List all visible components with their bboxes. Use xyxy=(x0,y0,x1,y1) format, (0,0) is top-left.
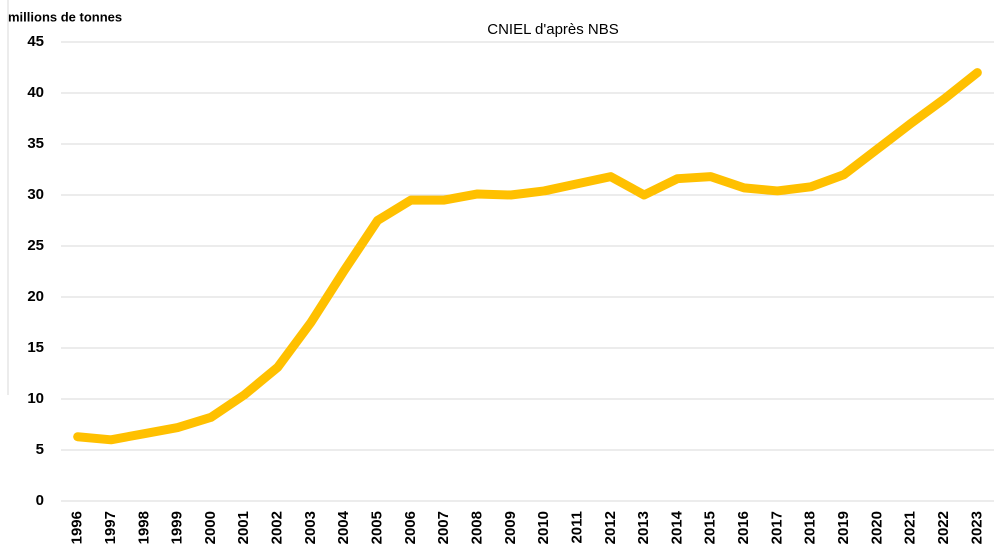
y-tick-label: 10 xyxy=(27,390,44,407)
x-tick-label: 2022 xyxy=(935,511,952,544)
x-tick-label: 2000 xyxy=(202,511,219,544)
x-tick-label: 2016 xyxy=(735,511,752,544)
x-tick-label: 2001 xyxy=(235,511,252,544)
x-tick-label: 2006 xyxy=(402,511,419,544)
y-axis-label: millions de tonnes xyxy=(8,9,122,24)
y-tick-label: 45 xyxy=(27,33,44,50)
x-tick-label: 2010 xyxy=(535,511,552,544)
x-tick-label: 2009 xyxy=(502,511,519,544)
x-tick-label: 2015 xyxy=(702,511,719,544)
x-tick-label: 2019 xyxy=(835,511,852,544)
y-tick-label: 20 xyxy=(27,288,44,305)
x-tick-label: 2002 xyxy=(269,511,286,544)
x-tick-label: 1997 xyxy=(102,511,119,544)
x-tick-label: 1999 xyxy=(169,511,186,544)
x-tick-label: 2014 xyxy=(668,510,685,544)
y-tick-label: 15 xyxy=(27,339,44,356)
x-tick-label: 2007 xyxy=(435,511,452,544)
y-tick-label: 0 xyxy=(36,492,44,509)
x-tick-label: 2021 xyxy=(902,511,919,544)
x-tick-label: 1998 xyxy=(135,511,152,544)
x-tick-label: 2008 xyxy=(468,511,485,544)
x-tick-label: 2020 xyxy=(868,511,885,544)
y-tick-label: 40 xyxy=(27,84,44,101)
x-tick-label: 2011 xyxy=(568,511,585,544)
y-tick-label: 30 xyxy=(27,186,44,203)
y-tick-label: 5 xyxy=(36,441,44,458)
x-tick-label: 2012 xyxy=(602,511,619,544)
line xyxy=(73,68,982,445)
x-tick-label: 2017 xyxy=(768,511,785,544)
x-tick-label: 2023 xyxy=(968,511,985,544)
x-tick-label: 2013 xyxy=(635,511,652,544)
y-tick-label: 25 xyxy=(27,237,44,254)
x-tick-label: 1996 xyxy=(69,511,86,544)
source: CNIEL d'après NBS xyxy=(487,21,619,38)
y-tick-label: 35 xyxy=(27,135,44,152)
x-tick-label: 2004 xyxy=(335,510,352,544)
x-tick-label: 2003 xyxy=(302,511,319,544)
x-tick-label: 2005 xyxy=(369,511,386,544)
x-tick-label: 2018 xyxy=(802,511,819,544)
